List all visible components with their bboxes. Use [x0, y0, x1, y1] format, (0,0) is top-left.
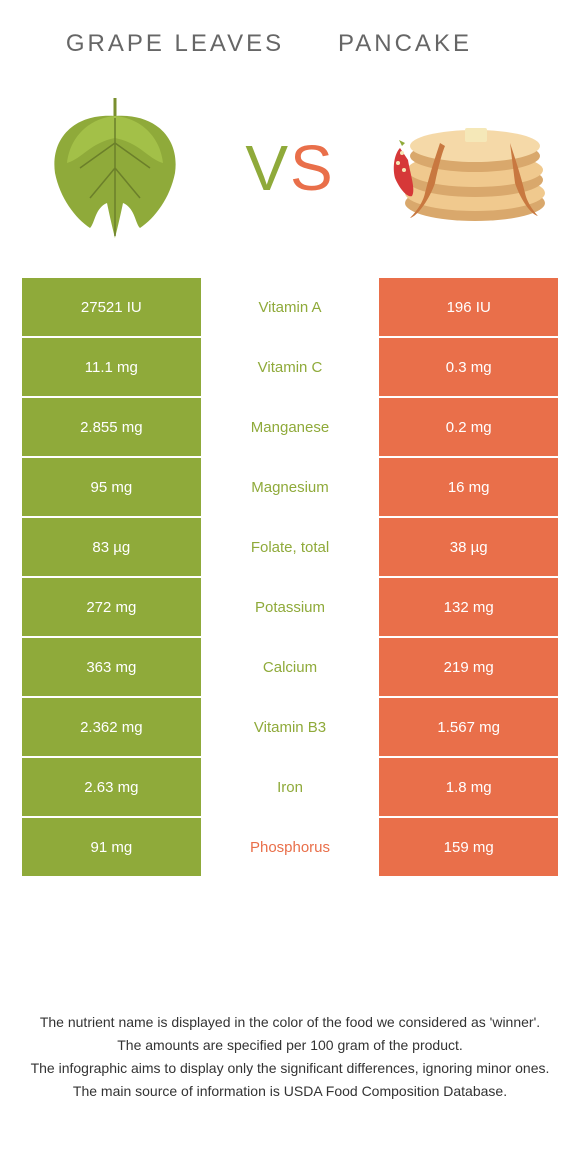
pancake-icon [380, 98, 550, 238]
footer-line2: The amounts are specified per 100 gram o… [30, 1035, 550, 1056]
nutrient-label: Vitamin A [201, 278, 380, 336]
header: GRAPE LEAVES PANCAKE [0, 0, 580, 78]
value-left: 2.855 mg [22, 398, 201, 456]
nutrient-label: Folate, total [201, 518, 380, 576]
value-right: 219 mg [379, 638, 558, 696]
value-left: 2.63 mg [22, 758, 201, 816]
table-row: 363 mgCalcium219 mg [22, 638, 558, 696]
value-left: 27521 IU [22, 278, 201, 336]
footer-line4: The main source of information is USDA F… [30, 1081, 550, 1102]
table-row: 272 mgPotassium132 mg [22, 578, 558, 636]
nutrient-label: Vitamin C [201, 338, 380, 396]
value-right: 16 mg [379, 458, 558, 516]
value-left: 83 µg [22, 518, 201, 576]
footer-notes: The nutrient name is displayed in the co… [0, 1010, 580, 1104]
footer-line3: The infographic aims to display only the… [30, 1058, 550, 1079]
nutrient-label: Phosphorus [201, 818, 380, 876]
value-right: 132 mg [379, 578, 558, 636]
nutrient-label: Calcium [201, 638, 380, 696]
value-right: 0.2 mg [379, 398, 558, 456]
value-left: 272 mg [22, 578, 201, 636]
value-right: 0.3 mg [379, 338, 558, 396]
value-left: 91 mg [22, 818, 201, 876]
nutrient-label: Manganese [201, 398, 380, 456]
value-left: 363 mg [22, 638, 201, 696]
table-row: 11.1 mgVitamin C0.3 mg [22, 338, 558, 396]
grape-leaf-icon [35, 88, 195, 248]
value-left: 11.1 mg [22, 338, 201, 396]
nutrient-label: Vitamin B3 [201, 698, 380, 756]
vs-label: VS [245, 131, 334, 205]
value-right: 1.8 mg [379, 758, 558, 816]
food2-image [380, 88, 550, 248]
value-left: 2.362 mg [22, 698, 201, 756]
table-row: 2.855 mgManganese0.2 mg [22, 398, 558, 456]
value-right: 196 IU [379, 278, 558, 336]
table-row: 91 mgPhosphorus159 mg [22, 818, 558, 876]
footer-line1: The nutrient name is displayed in the co… [30, 1012, 550, 1033]
table-row: 83 µgFolate, total38 µg [22, 518, 558, 576]
images-row: VS [0, 78, 580, 258]
nutrient-label: Potassium [201, 578, 380, 636]
value-right: 38 µg [379, 518, 558, 576]
vs-v: V [245, 132, 290, 204]
food2-title-block: PANCAKE [290, 30, 520, 58]
food1-title-block: GRAPE LEAVES [60, 30, 290, 58]
value-right: 159 mg [379, 818, 558, 876]
vs-s: S [290, 132, 335, 204]
nutrient-table: 27521 IUVitamin A196 IU11.1 mgVitamin C0… [22, 278, 558, 876]
nutrient-label: Iron [201, 758, 380, 816]
table-row: 27521 IUVitamin A196 IU [22, 278, 558, 336]
food1-image [30, 88, 200, 248]
food1-name: GRAPE LEAVES [60, 30, 290, 58]
value-right: 1.567 mg [379, 698, 558, 756]
nutrient-label: Magnesium [201, 458, 380, 516]
table-row: 95 mgMagnesium16 mg [22, 458, 558, 516]
food2-name: PANCAKE [290, 30, 520, 58]
table-row: 2.362 mgVitamin B31.567 mg [22, 698, 558, 756]
value-left: 95 mg [22, 458, 201, 516]
table-row: 2.63 mgIron1.8 mg [22, 758, 558, 816]
